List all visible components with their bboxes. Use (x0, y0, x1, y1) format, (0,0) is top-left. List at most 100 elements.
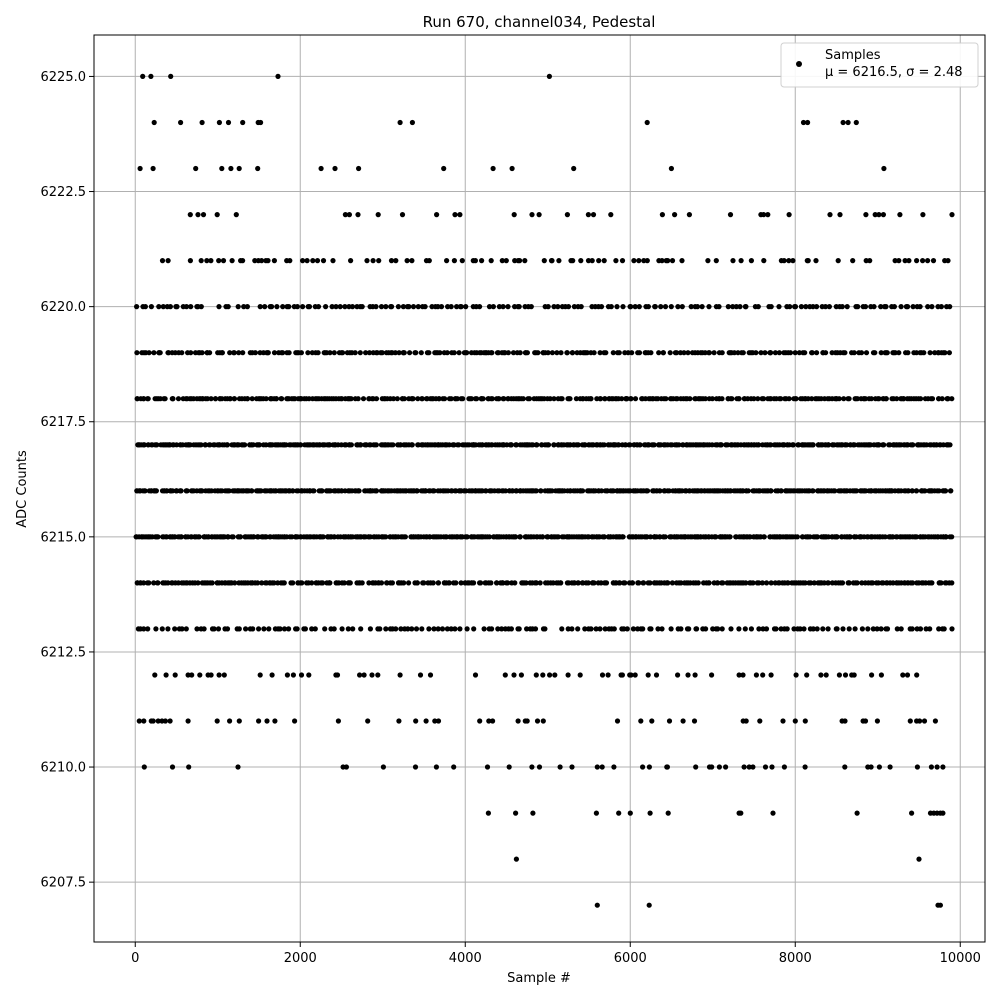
data-point (133, 534, 139, 540)
data-point (361, 534, 367, 540)
data-point (763, 626, 770, 632)
data-point (802, 350, 808, 356)
data-point (589, 258, 595, 264)
data-point (448, 488, 454, 494)
data-point (843, 488, 849, 494)
data-point (590, 580, 596, 586)
data-point (390, 396, 397, 402)
data-point (381, 488, 387, 494)
data-point (159, 626, 165, 632)
data-point (439, 626, 446, 632)
data-point (878, 304, 884, 310)
data-point (366, 580, 372, 586)
data-point (401, 534, 407, 540)
data-point (477, 304, 483, 310)
data-point (162, 442, 168, 448)
data-point (768, 488, 774, 494)
data-point (511, 212, 517, 218)
data-point (630, 626, 637, 632)
data-point (916, 856, 922, 862)
data-point (517, 534, 523, 540)
data-point (430, 580, 436, 586)
data-point (807, 534, 813, 540)
data-point (620, 304, 626, 310)
data-point (909, 810, 915, 816)
data-point (580, 396, 586, 402)
data-point (335, 718, 341, 724)
data-point (172, 672, 178, 678)
data-point (183, 488, 190, 494)
data-point (137, 488, 143, 494)
data-point (529, 580, 535, 586)
data-point (614, 718, 621, 724)
data-point (252, 258, 258, 264)
plot-frame (93, 34, 986, 943)
data-point (608, 488, 614, 494)
data-point (185, 718, 191, 724)
data-point (199, 119, 205, 126)
data-point (782, 396, 788, 402)
data-point (401, 580, 407, 586)
data-point (611, 764, 617, 770)
data-point (261, 442, 267, 448)
data-point (378, 350, 384, 356)
data-point (692, 396, 698, 402)
data-point (220, 534, 226, 540)
data-point (472, 396, 479, 402)
data-point (768, 672, 774, 678)
data-point (260, 350, 267, 356)
data-point (162, 396, 168, 402)
data-point (588, 396, 594, 402)
data-point (662, 304, 669, 310)
data-point (742, 626, 748, 632)
data-point (484, 764, 491, 770)
data-point (141, 396, 147, 402)
data-point (570, 442, 577, 448)
data-point (463, 350, 469, 356)
data-point (426, 258, 432, 264)
data-point (228, 580, 234, 586)
data-point (730, 304, 736, 310)
data-point (388, 350, 394, 356)
data-point (918, 396, 924, 402)
data-point (515, 718, 521, 724)
data-point (767, 350, 774, 356)
data-point (533, 580, 539, 586)
data-point (927, 350, 933, 356)
data-point (265, 350, 271, 356)
data-point (262, 488, 268, 494)
data-point (398, 626, 404, 632)
data-point (505, 304, 511, 310)
data-point (855, 304, 861, 310)
data-point (256, 718, 262, 724)
data-point (199, 350, 205, 356)
data-point (921, 718, 928, 724)
data-point (409, 119, 415, 126)
data-point (520, 396, 526, 402)
data-point (906, 258, 912, 264)
data-point (240, 119, 246, 126)
data-point (524, 626, 530, 632)
data-point (814, 304, 820, 310)
data-point (227, 718, 233, 724)
data-point (694, 488, 700, 494)
data-point (364, 258, 370, 264)
data-point (929, 488, 935, 494)
data-point (941, 626, 947, 632)
data-point (559, 442, 565, 448)
data-point (564, 212, 571, 218)
data-point (865, 626, 871, 632)
data-point (452, 488, 458, 494)
data-point (189, 672, 195, 678)
data-point (281, 442, 287, 448)
data-point (658, 304, 664, 310)
data-point (188, 304, 194, 310)
data-point (667, 350, 673, 356)
data-point (598, 304, 605, 310)
y-axis-label: ADC Counts (15, 450, 30, 528)
data-point (847, 488, 853, 494)
data-point (925, 258, 931, 264)
data-point (435, 488, 441, 494)
data-point (719, 396, 725, 402)
data-point (760, 672, 766, 678)
